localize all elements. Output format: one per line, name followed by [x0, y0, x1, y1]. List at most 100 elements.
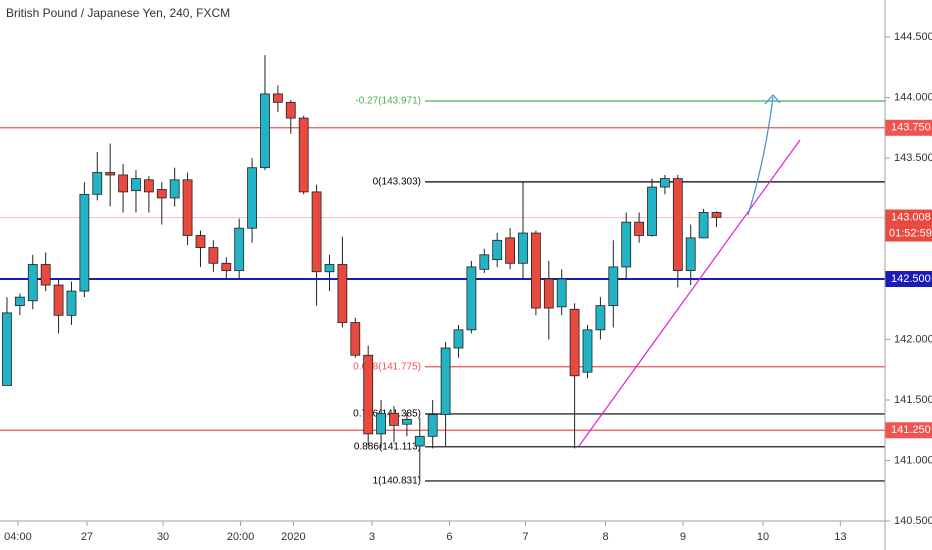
y-tick-label: 141.000 — [894, 454, 932, 466]
x-tick-label: 10 — [757, 531, 769, 543]
price-marker-label: 141.250 — [891, 424, 931, 436]
candle-body — [350, 322, 361, 356]
candle-body — [569, 308, 580, 377]
y-tick-label: 140.500 — [894, 515, 932, 527]
x-tick-label: 27 — [81, 531, 93, 543]
candle-body — [389, 412, 399, 426]
candle-body — [453, 329, 464, 349]
candle-body — [208, 247, 219, 264]
candle-body — [543, 278, 554, 309]
candle-body — [105, 172, 116, 176]
candle-body — [363, 354, 374, 435]
candle-body — [247, 167, 257, 229]
candle-body — [466, 266, 477, 331]
x-tick-label: 20:00 — [227, 531, 255, 543]
candle-body — [479, 254, 490, 270]
y-tick-label: 142.000 — [894, 333, 932, 345]
candle-body — [556, 278, 567, 308]
fib-label: 0.786(141.385) — [353, 409, 421, 420]
candle-body — [285, 101, 296, 119]
candle-body — [427, 414, 438, 437]
candle-body — [531, 232, 541, 309]
x-tick-label: 13 — [834, 531, 846, 543]
candle-body — [143, 179, 154, 193]
candle-body — [324, 264, 335, 273]
candle-body — [79, 193, 90, 292]
candle-body — [660, 178, 670, 188]
candle-body — [298, 117, 309, 193]
candle-body — [14, 296, 25, 307]
candle-body — [685, 237, 696, 271]
y-tick-label: 143.500 — [894, 152, 932, 164]
x-tick-label: 30 — [157, 531, 169, 543]
price-marker-label: 143.750 — [891, 122, 931, 134]
candle-body — [608, 266, 619, 307]
candle-body — [698, 212, 709, 239]
x-tick-label: 3 — [369, 531, 375, 543]
candle-body — [169, 179, 180, 199]
candle-body — [711, 212, 722, 218]
price-marker — [885, 119, 932, 136]
trend-line — [578, 139, 801, 447]
lines-layer: -0.27(143.971) 0(143.303) 0.618(141.775) 0.… — [0, 96, 885, 487]
y-tick-label: 144.000 — [894, 91, 932, 103]
candle-body — [505, 237, 516, 264]
candle-body — [27, 264, 38, 302]
candle-body — [234, 227, 245, 271]
y-tick-label: 141.500 — [894, 394, 932, 406]
arrow-head — [764, 94, 781, 105]
projection-arrow — [747, 96, 774, 216]
candle-body — [118, 174, 128, 193]
candle-body — [621, 221, 632, 268]
x-tick-label: 7 — [523, 531, 529, 543]
x-tick-label: 8 — [603, 531, 609, 543]
candle-body — [376, 412, 386, 435]
candle-body — [272, 93, 283, 103]
candle-body — [260, 93, 270, 169]
candle-body — [595, 305, 606, 331]
y-tick-label: 144.500 — [894, 31, 932, 43]
candle-body — [414, 435, 425, 447]
candle-body — [182, 179, 193, 236]
candle-body — [440, 347, 451, 415]
candle-body — [518, 232, 528, 264]
candle-body — [66, 290, 77, 316]
candles-layer — [2, 55, 722, 479]
x-tick-label: 6 — [446, 531, 452, 543]
fib-label: 1(140.831) — [373, 476, 421, 487]
candle-body — [92, 172, 103, 195]
fib-label: -0.27(143.971) — [355, 96, 421, 107]
countdown-box — [885, 225, 932, 242]
fib-label: 0.618(141.775) — [353, 361, 421, 372]
candle-body — [221, 262, 232, 271]
candle-body — [195, 235, 206, 248]
candle-body — [647, 186, 657, 236]
price-marker-label: 143.008 — [891, 211, 931, 223]
candle-body — [401, 418, 412, 425]
candle-body — [672, 178, 683, 271]
price-marker — [885, 271, 932, 288]
fib-label: 0(143.303) — [373, 176, 421, 187]
price-marker — [885, 209, 932, 226]
price-marker-label: 142.500 — [891, 273, 931, 285]
candle-body — [492, 239, 503, 261]
candle-body — [311, 191, 322, 273]
fib-label: 0.886(141.113) — [354, 441, 421, 452]
candle-body — [156, 189, 167, 199]
price-marker — [885, 422, 932, 439]
x-tick-label: 2020 — [281, 531, 305, 543]
candle-body — [40, 264, 51, 286]
x-tick-label: 04:00 — [4, 531, 32, 543]
candle-body — [337, 264, 348, 323]
candle-body — [53, 284, 64, 316]
chart-title: British Pound / Japanese Yen, 240, FXCM — [6, 6, 230, 20]
candle-body — [634, 221, 645, 236]
countdown-label: 01:52:59 — [889, 227, 932, 239]
candle-body — [131, 178, 141, 192]
x-tick-label: 9 — [680, 531, 686, 543]
axis-layer: 140.500 141.000 141.500 142.000 142.500 143.0… — [4, 31, 932, 543]
candle-body — [2, 312, 12, 386]
